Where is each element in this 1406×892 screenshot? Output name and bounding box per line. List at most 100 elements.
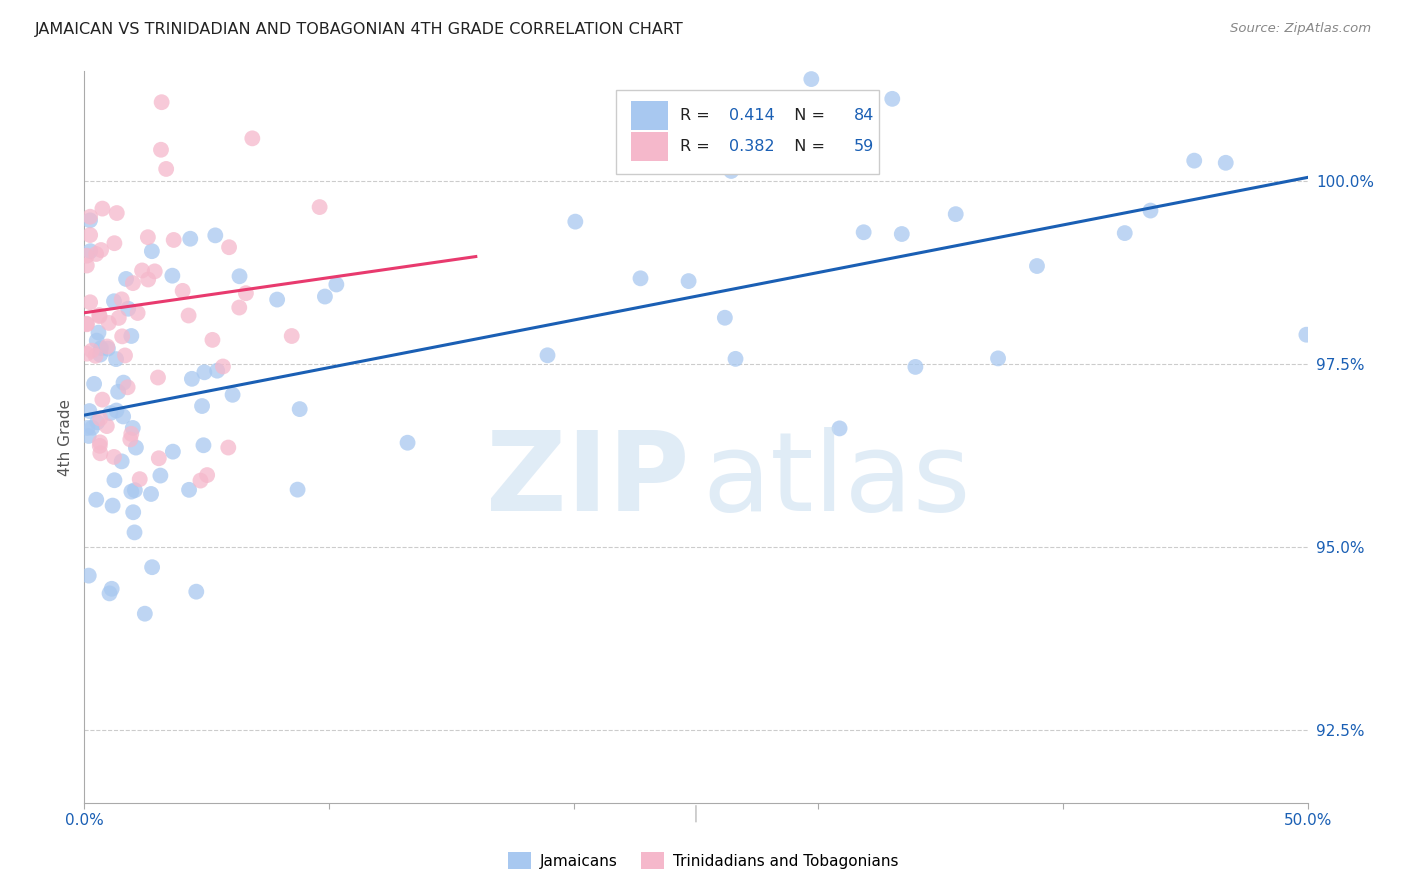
Point <box>678 274 700 288</box>
Point <box>536 348 558 362</box>
Point <box>149 468 172 483</box>
Point <box>101 499 124 513</box>
Legend: Jamaicans, Trinidadians and Tobagonians: Jamaicans, Trinidadians and Tobagonians <box>502 846 904 875</box>
Point <box>89 439 111 453</box>
Point <box>76 346 98 360</box>
Point <box>630 271 652 285</box>
Point <box>314 289 336 303</box>
Point <box>89 411 111 425</box>
Point <box>1174 4 1197 19</box>
Point <box>80 343 103 358</box>
Text: 84: 84 <box>853 108 875 123</box>
Point <box>179 232 201 246</box>
Point <box>76 259 98 273</box>
Point <box>90 243 112 257</box>
Point <box>141 560 163 574</box>
Point <box>325 277 347 292</box>
Point <box>193 365 215 379</box>
Point <box>221 388 243 402</box>
Point <box>96 339 118 353</box>
Point <box>714 310 737 325</box>
Point <box>86 334 108 348</box>
Point <box>288 402 311 417</box>
Point <box>162 444 184 458</box>
Point <box>661 107 683 121</box>
Point <box>143 264 166 278</box>
Point <box>1139 203 1161 218</box>
Point <box>266 293 288 307</box>
Point <box>172 284 194 298</box>
Point <box>121 421 143 435</box>
Point <box>148 451 170 466</box>
Point <box>103 473 125 487</box>
Point <box>120 426 142 441</box>
Point <box>228 301 250 315</box>
Point <box>146 370 169 384</box>
Point <box>89 446 111 460</box>
Point <box>90 341 112 355</box>
Point <box>149 143 172 157</box>
Point <box>134 607 156 621</box>
Point <box>79 210 101 224</box>
Point <box>136 230 159 244</box>
Point <box>100 582 122 596</box>
Point <box>1114 226 1136 240</box>
Point <box>127 306 149 320</box>
Point <box>193 438 215 452</box>
Point <box>97 316 120 330</box>
Point <box>204 228 226 243</box>
Bar <box>631 101 668 130</box>
Point <box>115 272 138 286</box>
Point <box>987 351 1010 366</box>
Point <box>396 435 419 450</box>
Point <box>212 359 235 374</box>
Point <box>103 450 125 464</box>
Point <box>79 404 101 418</box>
Text: Source: ZipAtlas.com: Source: ZipAtlas.com <box>1230 22 1371 36</box>
Point <box>131 263 153 277</box>
Point <box>852 225 875 239</box>
Text: R =: R = <box>681 139 714 154</box>
Point <box>125 441 148 455</box>
Point <box>228 269 250 284</box>
Point <box>136 272 159 286</box>
Point <box>218 240 240 254</box>
Point <box>177 309 200 323</box>
Point <box>280 329 302 343</box>
Point <box>180 372 202 386</box>
Point <box>103 236 125 251</box>
Point <box>1215 155 1237 169</box>
Point <box>105 352 128 367</box>
Point <box>155 161 177 176</box>
Point <box>828 421 851 435</box>
Point <box>114 348 136 362</box>
Point <box>124 525 146 540</box>
Point <box>177 483 200 497</box>
Point <box>890 227 912 241</box>
Point <box>77 429 100 443</box>
Y-axis label: 4th Grade: 4th Grade <box>58 399 73 475</box>
Point <box>141 244 163 259</box>
Point <box>84 247 107 261</box>
Point <box>800 72 823 87</box>
Point <box>111 293 134 307</box>
Point <box>84 492 107 507</box>
Point <box>564 214 586 228</box>
Point <box>112 376 135 390</box>
Text: atlas: atlas <box>702 427 970 534</box>
Point <box>240 131 263 145</box>
Point <box>83 376 105 391</box>
Point <box>150 95 173 110</box>
Text: 0.382: 0.382 <box>728 139 775 154</box>
Point <box>107 310 129 325</box>
Point <box>84 349 107 363</box>
Bar <box>616 90 880 174</box>
Point <box>117 301 139 316</box>
Point <box>186 584 208 599</box>
Text: 59: 59 <box>853 139 875 154</box>
Point <box>163 233 186 247</box>
Point <box>1182 153 1205 168</box>
Point <box>120 329 142 343</box>
Text: 0.414: 0.414 <box>728 108 775 123</box>
Point <box>76 421 98 435</box>
